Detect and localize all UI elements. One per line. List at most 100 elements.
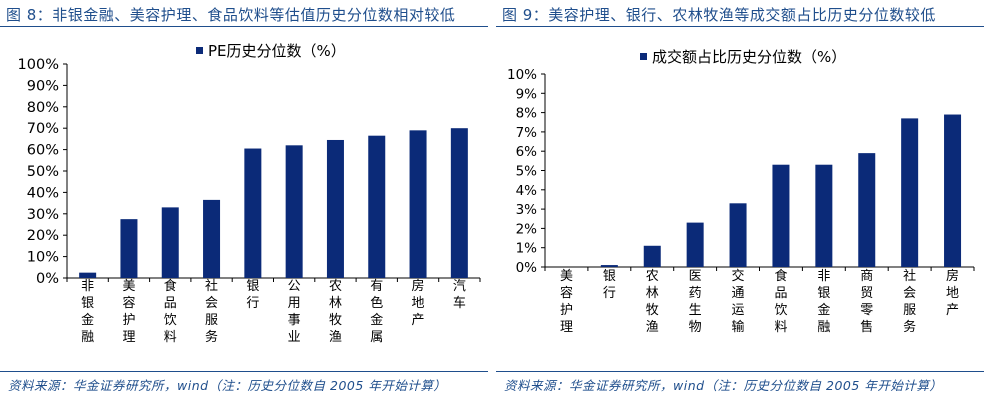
bar-农林牧渔 [326,139,344,278]
category-char: 渔 [329,330,342,345]
bar-汽车 [450,128,468,278]
y-tick-label: 0% [516,260,538,276]
figure-8-title: 图 8：非银金融、美容护理、食品饮料等估值历史分位数相对较低 [6,6,456,24]
category-label: 食品饮料 [774,268,787,335]
category-char: 银 [603,269,616,284]
category-char: 车 [453,295,466,311]
category-char: 容 [560,285,573,301]
bar-非银金融 [79,272,97,278]
y-tick-label: 2% [516,221,538,237]
category-char: 服 [205,313,218,328]
category-char: 食 [774,268,787,284]
category-char: 房 [412,278,425,294]
category-label: 农林牧渔 [646,269,659,335]
category-char: 金 [370,312,383,328]
y-tick-label: 40% [27,185,59,201]
legend-swatch [640,53,647,60]
category-char: 产 [946,303,959,318]
category-char: 行 [246,296,259,311]
category-char: 产 [412,313,425,328]
bar-交通运输 [729,203,747,267]
bar-房地产 [944,114,962,267]
category-char: 料 [164,330,177,345]
category-char: 服 [903,303,916,318]
y-tick-label: 20% [27,228,59,244]
y-tick-label: 9% [516,86,538,102]
category-char: 渔 [646,320,659,335]
category-char: 理 [560,320,573,335]
bar-商贸零售 [858,153,876,267]
category-char: 银 [246,279,259,294]
bar-社会服务 [203,199,221,278]
y-tick-label: 80% [27,100,59,116]
category-char: 理 [122,330,135,345]
y-tick-label: 10% [507,67,537,83]
category-char: 美 [122,279,135,294]
category-char: 地 [412,296,425,311]
category-label: 美容护理 [560,269,573,335]
category-char: 会 [903,286,916,301]
legend-swatch [196,47,203,54]
category-char: 会 [205,296,218,311]
category-char: 运 [732,303,745,318]
category-label: 食品饮料 [164,278,177,345]
figure-9-panel: 图 9：美容护理、银行、农林牧渔等成交额占比历史分位数较低 成交额占比历史分位数… [496,0,984,402]
category-char: 饮 [164,313,177,328]
bar-银行 [244,148,262,278]
category-char: 物 [689,320,702,335]
source-divider [496,371,984,372]
category-char: 林 [646,286,659,301]
category-char: 用 [288,296,301,311]
category-char: 牧 [646,303,659,318]
y-tick-label: 50% [27,164,59,180]
category-char: 食 [164,278,177,294]
y-tick-label: 70% [27,121,59,137]
category-char: 容 [122,295,135,311]
category-char: 牧 [329,313,342,328]
y-tick-label: 100% [18,57,59,73]
category-label: 美容护理 [122,279,135,345]
category-char: 零 [860,303,873,318]
category-char: 银 [81,296,94,311]
category-char: 通 [732,286,745,301]
y-tick-label: 8% [516,106,538,122]
bar-银行 [600,265,618,267]
bar-农林牧渔 [643,245,661,267]
y-tick-label: 5% [516,164,538,180]
category-char: 商 [860,269,873,284]
figure-9-source: 资料来源：华金证券研究所，wind（注：历史分位数自 2005 年开始计算） [504,378,943,393]
y-tick-label: 90% [27,78,59,94]
category-char: 非 [817,269,830,284]
category-char: 护 [560,303,573,318]
category-label: 非银金融 [81,279,94,345]
category-char: 属 [370,330,383,345]
y-tick-label: 30% [27,207,59,223]
bar-房地产 [409,130,427,278]
legend-label: 成交额占比历史分位数（%） [652,48,846,66]
category-char: 汽 [453,279,466,294]
category-char: 有 [370,279,383,294]
category-char: 务 [205,329,218,345]
category-char: 事 [288,313,301,328]
category-char: 生 [689,303,702,318]
bar-公用事业 [285,145,303,278]
category-char: 农 [329,279,342,294]
bar-食品饮料 [772,164,790,267]
category-char: 融 [81,330,94,345]
bar-有色金属 [368,135,386,278]
category-label: 房地产 [412,278,425,328]
category-char: 务 [903,319,916,335]
legend-label: PE历史分位数（%） [208,42,346,60]
category-char: 贸 [860,286,873,301]
y-tick-label: 3% [516,202,538,218]
category-char: 银 [817,286,830,301]
category-char: 护 [122,313,135,328]
category-label: 银行 [246,279,259,311]
title-divider [496,26,984,27]
category-char: 输 [732,319,745,335]
bar-食品饮料 [161,207,179,278]
category-char: 金 [81,312,94,328]
title-divider [0,26,488,27]
category-char: 售 [860,319,873,335]
